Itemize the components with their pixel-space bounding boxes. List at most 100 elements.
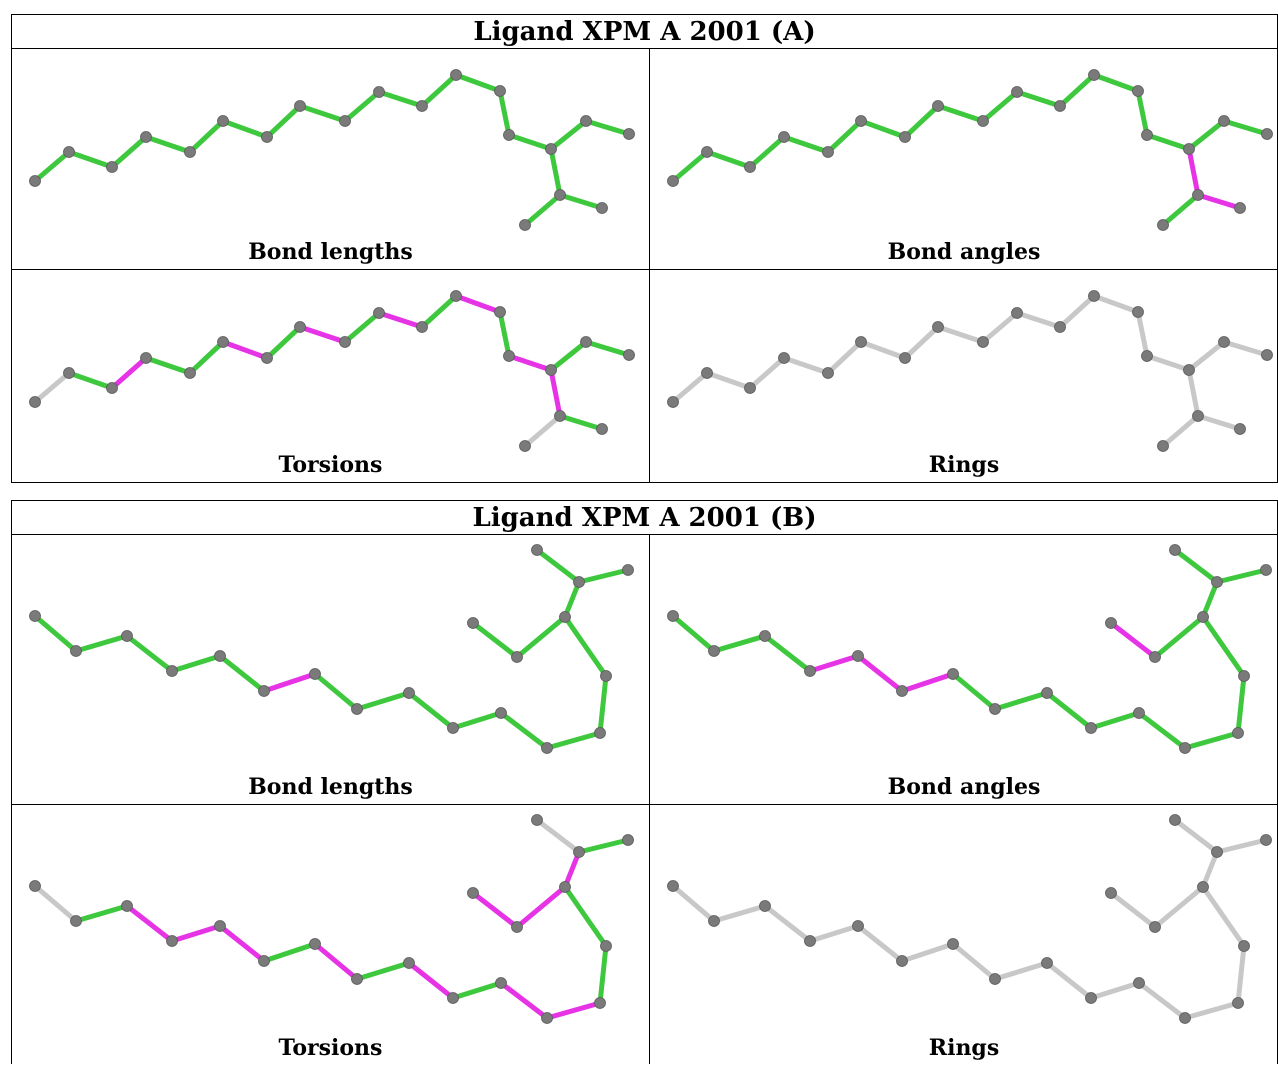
atom [596, 202, 608, 214]
bond [557, 413, 605, 432]
bond [1186, 367, 1201, 419]
atom [309, 938, 321, 950]
bond [597, 943, 609, 1006]
bond [124, 903, 175, 944]
divider-vertical [649, 535, 650, 1064]
atom [447, 722, 459, 734]
cell-torsions: Torsions [12, 270, 649, 482]
atom [596, 423, 608, 435]
divider-horizontal [12, 804, 1277, 805]
bond [498, 710, 550, 751]
bond [453, 72, 503, 94]
bond [583, 118, 632, 137]
bond [261, 671, 318, 694]
bond [187, 339, 226, 376]
bond [406, 690, 456, 731]
cell-rings: Rings [650, 805, 1278, 1065]
bond [711, 903, 768, 924]
molecule-diagram [667, 544, 1272, 754]
atom [467, 617, 479, 629]
bond [950, 671, 998, 712]
bond [858, 339, 908, 361]
atom [554, 189, 566, 201]
bond [576, 837, 631, 855]
divider-horizontal [12, 269, 1277, 270]
bond [1221, 118, 1270, 137]
bond [1152, 614, 1206, 660]
atom [1218, 336, 1230, 348]
bond [562, 884, 609, 949]
atom [1232, 727, 1244, 739]
atom [580, 115, 592, 127]
atom [852, 650, 864, 662]
bond [1221, 339, 1270, 358]
atom [106, 382, 118, 394]
bond [1200, 614, 1247, 679]
atom [184, 367, 196, 379]
bond [1135, 88, 1150, 138]
bond [522, 192, 563, 228]
atom [1157, 440, 1169, 452]
atom [1105, 617, 1117, 629]
bond [217, 923, 267, 964]
bond [187, 118, 226, 155]
cell-label: Rings [928, 452, 1000, 478]
atom [294, 321, 306, 333]
atom [1132, 306, 1144, 318]
bond [1214, 567, 1269, 585]
atom [573, 846, 585, 858]
bond [1144, 353, 1192, 373]
bond [858, 118, 908, 140]
bond [1160, 192, 1201, 228]
atom [258, 955, 270, 967]
atom [373, 307, 385, 319]
atom [467, 887, 479, 899]
cell-bond-lengths: Bond lengths [12, 535, 649, 804]
atom [667, 396, 679, 408]
bond [1200, 579, 1220, 620]
cell-label: Bond lengths [248, 774, 413, 800]
atom [531, 544, 543, 556]
atom [403, 687, 415, 699]
bond [1182, 1000, 1241, 1021]
atom [899, 352, 911, 364]
bond [264, 103, 303, 140]
atom [947, 938, 959, 950]
atom [932, 321, 944, 333]
atom [1238, 940, 1250, 952]
bond [1135, 309, 1150, 359]
atom [1260, 564, 1272, 576]
atom [1232, 997, 1244, 1009]
bond [670, 370, 710, 405]
bond [66, 149, 115, 170]
atom [416, 321, 428, 333]
atom [744, 382, 756, 394]
molecule-diagram [667, 290, 1273, 452]
bond [1044, 690, 1094, 731]
atom [852, 920, 864, 932]
atom [184, 146, 196, 158]
atom [511, 921, 523, 933]
bond [1057, 72, 1097, 109]
bond [66, 370, 115, 391]
bond [935, 324, 986, 345]
bond [406, 960, 456, 1001]
cell-label: Torsions [278, 1035, 383, 1061]
bond [548, 367, 563, 419]
atom [804, 935, 816, 947]
atom [166, 935, 178, 947]
bond [1172, 547, 1220, 585]
cell-label: Bond angles [887, 239, 1041, 265]
atom [495, 977, 507, 989]
cell-label: Rings [928, 1035, 1000, 1061]
atom [759, 900, 771, 912]
atom [1197, 881, 1209, 893]
molecule-diagram [29, 814, 634, 1024]
atom [1179, 742, 1191, 754]
bond [522, 413, 563, 449]
atom [511, 651, 523, 663]
atom [1169, 544, 1181, 556]
atom [977, 336, 989, 348]
bond [470, 890, 520, 930]
bond [902, 324, 941, 361]
